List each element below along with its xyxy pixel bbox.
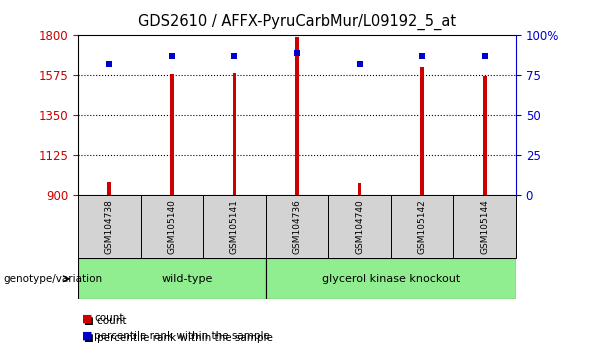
Bar <box>328 195 391 258</box>
Bar <box>78 195 140 258</box>
Text: GSM105142: GSM105142 <box>418 199 427 254</box>
Text: ■: ■ <box>82 331 93 341</box>
Text: GSM104738: GSM104738 <box>105 199 114 254</box>
Point <box>230 53 239 59</box>
Text: GSM104736: GSM104736 <box>293 199 302 254</box>
Text: GSM105141: GSM105141 <box>230 199 239 254</box>
Text: ■: ■ <box>82 313 93 323</box>
Text: ■ percentile rank within the sample: ■ percentile rank within the sample <box>84 333 273 343</box>
Bar <box>483 76 487 195</box>
Point <box>355 61 364 67</box>
Point <box>480 53 490 59</box>
Text: ■ count: ■ count <box>84 316 127 326</box>
Bar <box>266 195 328 258</box>
Text: count: count <box>94 313 124 323</box>
Bar <box>420 67 424 195</box>
Bar <box>170 74 174 195</box>
Bar <box>391 195 454 258</box>
Bar <box>78 258 266 299</box>
Point <box>292 50 302 56</box>
Text: GDS2610 / AFFX-PyruCarbMur/L09192_5_at: GDS2610 / AFFX-PyruCarbMur/L09192_5_at <box>138 14 456 30</box>
Point <box>418 53 427 59</box>
Bar <box>266 258 516 299</box>
Bar <box>203 195 266 258</box>
Bar <box>295 37 299 195</box>
Text: percentile rank within the sample: percentile rank within the sample <box>94 331 270 341</box>
Bar <box>140 195 203 258</box>
Point <box>104 61 114 67</box>
Bar <box>358 183 361 195</box>
Text: glycerol kinase knockout: glycerol kinase knockout <box>322 274 460 284</box>
Text: GSM105140: GSM105140 <box>167 199 176 254</box>
Text: GSM104740: GSM104740 <box>355 199 364 254</box>
Point <box>167 53 176 59</box>
Bar <box>454 195 516 258</box>
Bar <box>107 182 111 195</box>
Bar <box>233 73 236 195</box>
Text: GSM105144: GSM105144 <box>480 199 489 254</box>
Text: genotype/variation: genotype/variation <box>3 274 102 284</box>
Text: wild-type: wild-type <box>162 274 213 284</box>
